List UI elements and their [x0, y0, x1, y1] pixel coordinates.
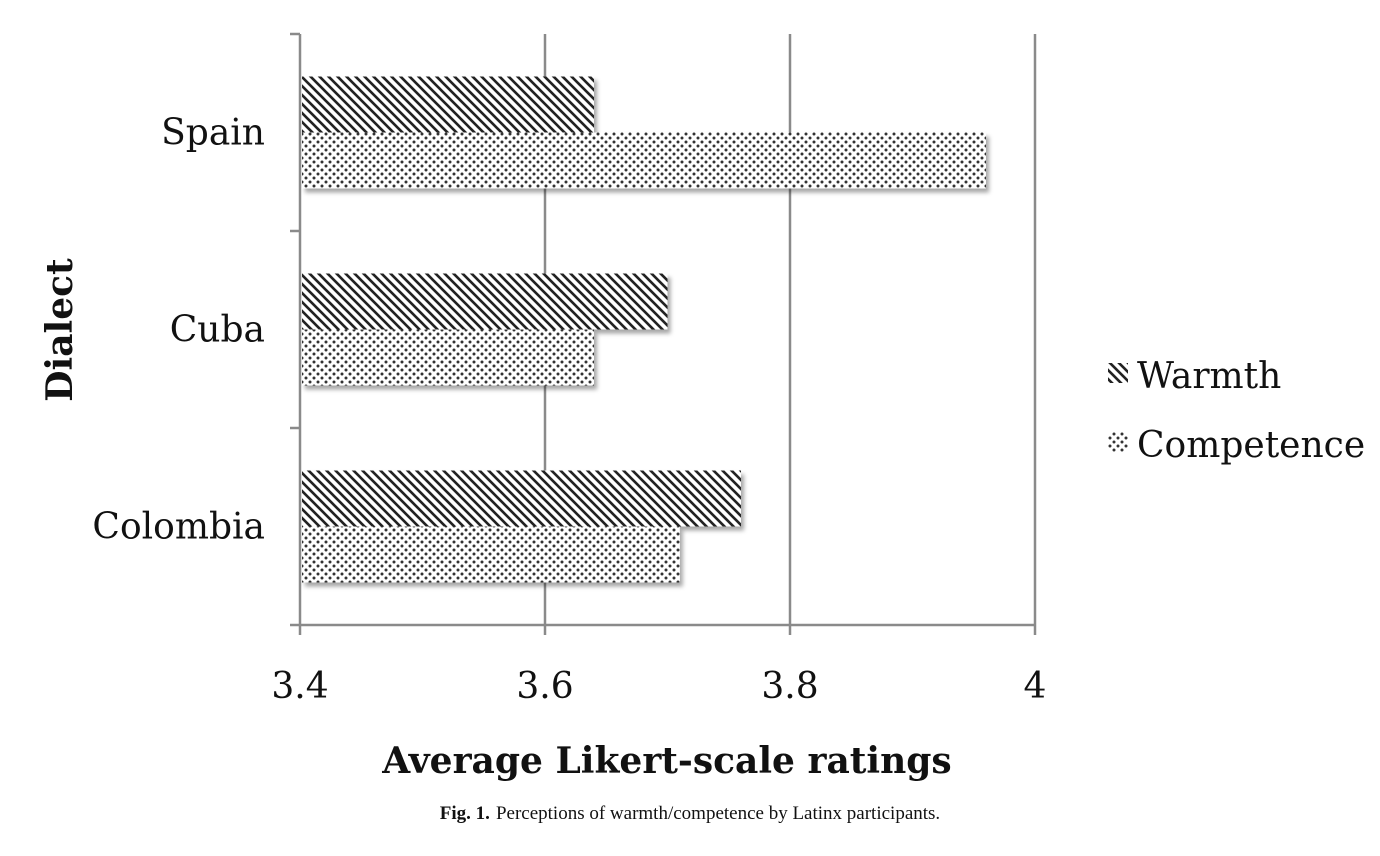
legend: Warmth Competence	[1108, 356, 1365, 466]
category-label: Colombia	[92, 507, 265, 548]
axes	[290, 32, 1037, 635]
bar-competence-spain	[302, 132, 986, 189]
y-axis-title: Dialect	[39, 258, 81, 402]
bar-competence-colombia	[302, 526, 680, 583]
bars	[302, 76, 986, 583]
figure-caption: Fig. 1. Perceptions of warmth/competence …	[0, 803, 1380, 825]
x-axis-title: Average Likert-scale ratings	[381, 740, 951, 782]
x-tick-label: 4	[1024, 666, 1047, 707]
bar-warmth-spain	[302, 76, 594, 133]
x-tick-labels: 3.4 3.6 3.8 4	[271, 666, 1046, 707]
legend-label: Warmth	[1137, 356, 1281, 397]
x-tick-label: 3.6	[516, 666, 573, 707]
category-label: Cuba	[170, 310, 265, 351]
category-labels: Spain Cuba Colombia	[92, 113, 265, 548]
bar-chart: 3.4 3.6 3.8 4 Spain Cuba Colombia Average Lik…	[39, 32, 1365, 782]
bar-warmth-cuba	[302, 273, 668, 330]
category-label: Spain	[161, 113, 265, 154]
legend-label: Competence	[1137, 425, 1365, 466]
x-tick-label: 3.8	[761, 666, 818, 707]
legend-swatch-competence	[1108, 432, 1128, 452]
caption-text: Perceptions of warmth/competence by Lati…	[495, 803, 941, 824]
bar-competence-cuba	[302, 329, 594, 386]
bar-warmth-colombia	[302, 470, 741, 527]
legend-swatch-warmth	[1108, 363, 1128, 383]
caption-label: Fig. 1.	[439, 803, 490, 824]
x-tick-label: 3.4	[271, 666, 328, 707]
